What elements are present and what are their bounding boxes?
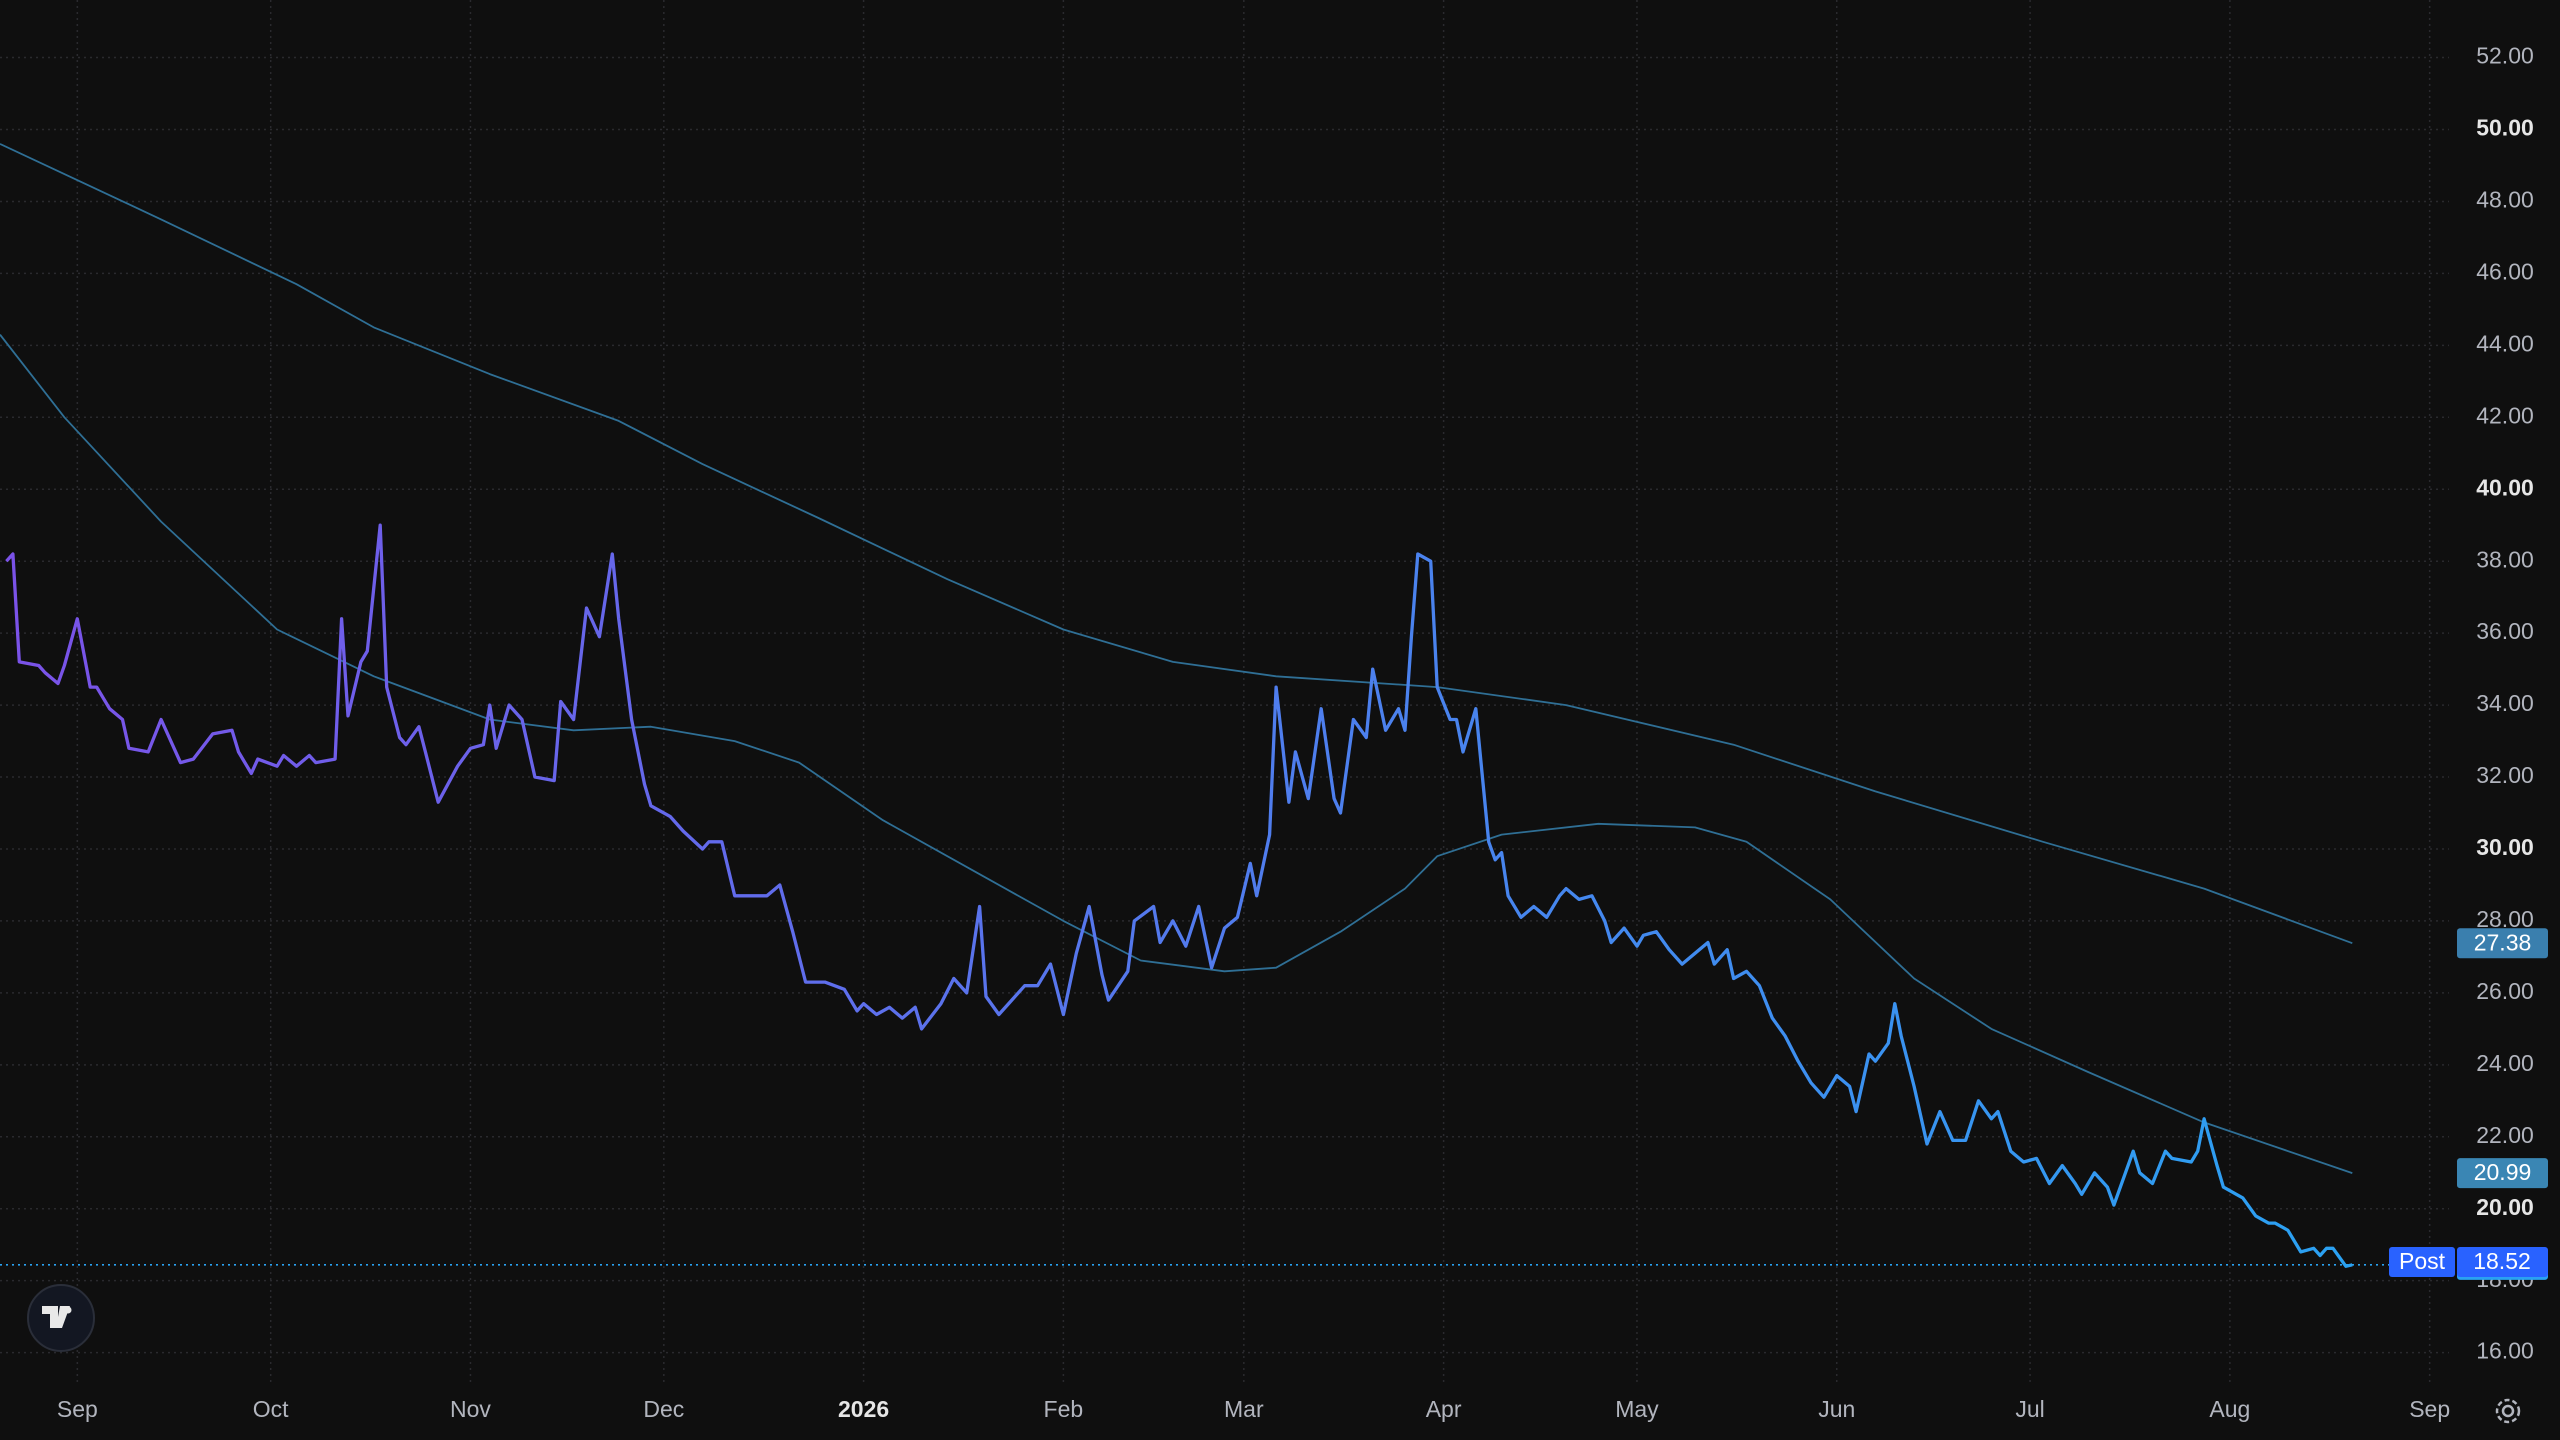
- x-tick-label: 2026: [838, 1396, 889, 1422]
- y-tick-label: 42.00: [2476, 402, 2534, 428]
- y-tick-label: 36.00: [2476, 618, 2534, 644]
- y-tick-label: 38.00: [2476, 546, 2534, 572]
- y-tick-label: 46.00: [2476, 258, 2534, 284]
- price-line: [5, 523, 2353, 1268]
- x-tick-label: Jun: [1818, 1396, 1855, 1422]
- y-tick-label: 40.00: [2476, 474, 2534, 500]
- grid: [0, 0, 2449, 1385]
- x-tick-label: Jul: [2015, 1396, 2044, 1422]
- x-tick-label: Oct: [253, 1396, 289, 1422]
- y-tick-label: 50.00: [2476, 115, 2534, 141]
- y-tick-label: 52.00: [2476, 43, 2534, 69]
- x-tick-label: Mar: [1224, 1396, 1264, 1422]
- moving-average-line: [0, 143, 2353, 945]
- y-tick-label: 30.00: [2476, 834, 2534, 860]
- settings-button[interactable]: [2495, 1398, 2521, 1424]
- post-badge: [2389, 1246, 2455, 1277]
- ma-value-badge-label: 20.99: [2474, 1159, 2532, 1185]
- y-tick-label: 28.00: [2476, 906, 2534, 932]
- y-tick-label: 26.00: [2476, 978, 2534, 1004]
- y-tick-label: 20.00: [2476, 1194, 2534, 1220]
- y-tick-label: 48.00: [2476, 187, 2534, 213]
- y-tick-label: 22.00: [2476, 1122, 2534, 1148]
- x-tick-label: Apr: [1426, 1396, 1462, 1422]
- x-tick-label: Nov: [450, 1396, 491, 1422]
- logo[interactable]: [27, 1284, 95, 1352]
- y-tick-label: 32.00: [2476, 762, 2534, 788]
- ma-value-badge: [2457, 1158, 2548, 1189]
- x-tick-label: Aug: [2209, 1396, 2250, 1422]
- y-tick-label: 44.00: [2476, 330, 2534, 356]
- x-tick-label: Dec: [643, 1396, 684, 1422]
- axes: 16.0018.0020.0022.0024.0026.0028.0030.00…: [57, 43, 2548, 1422]
- moving-average-line: [0, 334, 2353, 1174]
- y-tick-label: 16.00: [2476, 1338, 2534, 1364]
- post-label: Post: [2399, 1248, 2446, 1274]
- x-tick-label: Sep: [57, 1396, 98, 1422]
- x-tick-label: May: [1615, 1396, 1659, 1422]
- post-value-label: 18.52: [2473, 1248, 2531, 1274]
- y-tick-label: 24.00: [2476, 1050, 2534, 1076]
- y-tick-label: 34.00: [2476, 690, 2534, 716]
- x-tick-label: Sep: [2409, 1396, 2450, 1422]
- ma-value-badge: [2457, 928, 2548, 959]
- ma-value-badge-label: 27.38: [2474, 929, 2532, 955]
- x-tick-label: Feb: [1044, 1396, 1084, 1422]
- plot: [0, 143, 2449, 1268]
- post-value-badge: [2457, 1246, 2548, 1277]
